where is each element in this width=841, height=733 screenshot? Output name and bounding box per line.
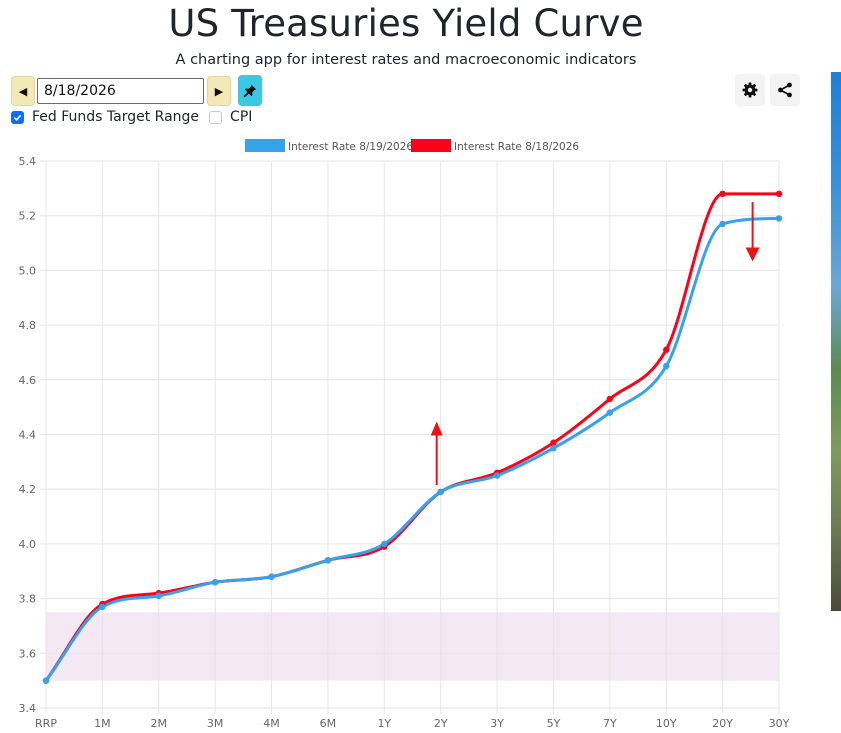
pin-icon — [243, 84, 257, 97]
legend-swatch-1 — [411, 139, 451, 152]
y-tick-label: 4.4 — [19, 429, 37, 442]
x-tick-label: 6M — [320, 717, 337, 730]
x-tick-label: 2M — [151, 717, 168, 730]
y-tick-label: 5.0 — [19, 264, 37, 277]
data-point — [719, 220, 726, 228]
x-tick-label: 4M — [263, 717, 280, 730]
y-tick-label: 5.2 — [19, 210, 37, 223]
data-point — [663, 362, 670, 370]
y-tick-label: 4.2 — [19, 483, 37, 496]
legend-swatch-0 — [245, 139, 285, 152]
data-point — [719, 190, 726, 198]
data-point — [155, 592, 162, 600]
y-tick-label: 4.8 — [19, 319, 37, 332]
x-tick-label: 5Y — [547, 717, 561, 730]
y-tick-label: 4.0 — [19, 538, 37, 551]
legend-label-1: Interest Rate 8/18/2026 — [454, 141, 579, 153]
yield-curve-chart: Interest Rate 8/19/2026 Interest Rate 8/1… — [19, 139, 790, 730]
x-tick-label: 3Y — [490, 717, 504, 730]
series-line-0 — [44, 216, 780, 682]
previous-date-button[interactable]: ◀ — [11, 76, 35, 106]
data-point — [268, 573, 275, 580]
caret-left-icon: ◀ — [18, 84, 28, 98]
x-tick-label: 2Y — [434, 717, 448, 730]
x-tick-label: 10Y — [656, 717, 677, 730]
data-point — [493, 472, 501, 479]
data-point — [775, 190, 783, 198]
data-point — [42, 677, 50, 684]
data-point — [437, 488, 444, 496]
page-subtitle: A charting app for interest rates and ma… — [175, 52, 637, 68]
fed-funds-target-band — [46, 612, 779, 681]
x-tick-label: 3M — [207, 717, 224, 730]
legend-label-0: Interest Rate 8/19/2026 — [288, 141, 413, 153]
data-point — [550, 439, 557, 446]
fed-funds-label: Fed Funds Target Range — [32, 109, 200, 125]
settings-button[interactable] — [735, 74, 765, 106]
fed-funds-checkbox[interactable] — [11, 110, 24, 124]
up-arrow-annotation — [430, 421, 443, 486]
data-point — [606, 409, 614, 416]
next-date-button[interactable]: ▶ — [207, 76, 231, 106]
x-tick-label: 1Y — [377, 717, 391, 730]
y-tick-label: 4.6 — [19, 374, 37, 387]
data-point — [550, 444, 557, 452]
y-tick-label: 5.4 — [19, 155, 37, 168]
y-tick-label: 3.6 — [19, 647, 37, 660]
pin-button[interactable] — [238, 75, 262, 106]
data-point — [381, 540, 388, 548]
page-title: US Treasuries Yield Curve — [168, 2, 644, 45]
side-thumbnail — [831, 72, 841, 611]
data-point — [211, 578, 219, 586]
cpi-checkbox[interactable] — [209, 110, 223, 124]
date-input[interactable] — [37, 78, 204, 104]
x-tick-label: 1M — [94, 717, 111, 730]
x-tick-label: RRP — [35, 717, 57, 730]
down-arrow-annotation — [745, 202, 760, 262]
y-tick-label: 3.4 — [19, 702, 37, 715]
data-point — [324, 557, 332, 564]
y-tick-label: 3.8 — [19, 593, 37, 606]
data-point — [99, 603, 106, 611]
x-tick-label: 7Y — [603, 717, 617, 730]
gear-icon — [742, 82, 758, 98]
caret-right-icon: ▶ — [214, 84, 224, 98]
series-line-1 — [44, 192, 779, 682]
share-button[interactable] — [770, 74, 800, 106]
indicator-toggles: Fed Funds Target Range CPI — [11, 109, 262, 125]
x-tick-label: 30Y — [769, 717, 790, 730]
share-icon — [778, 82, 792, 98]
checkmark-icon — [13, 114, 22, 121]
data-point — [775, 215, 783, 222]
data-point — [663, 346, 670, 353]
cpi-label: CPI — [230, 109, 253, 125]
x-tick-label: 20Y — [712, 717, 733, 730]
data-point — [606, 395, 614, 403]
